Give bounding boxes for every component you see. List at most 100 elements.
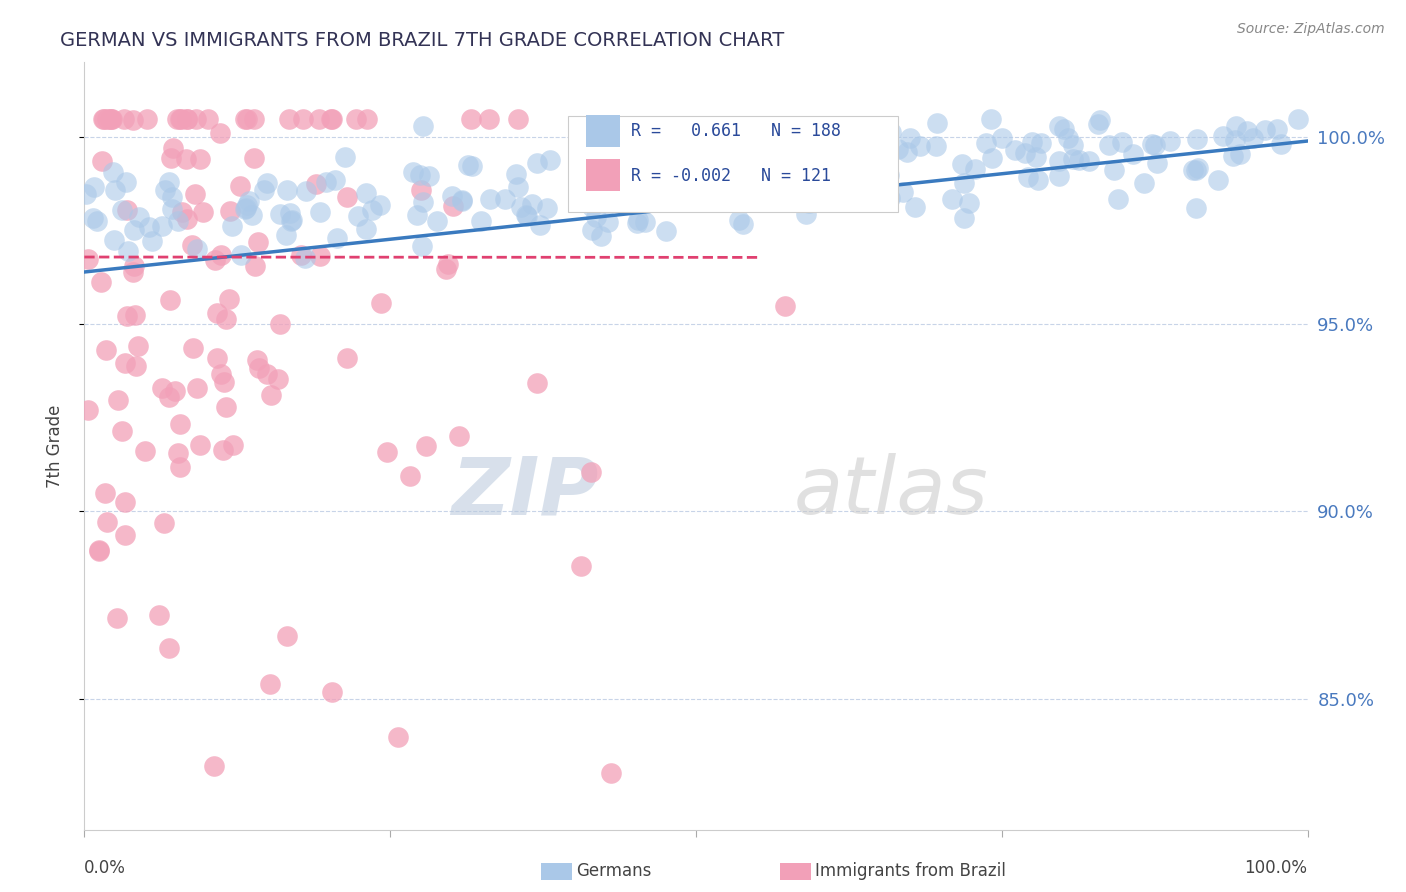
Point <box>526 376 548 390</box>
Point <box>1185 163 1208 178</box>
Point <box>91 112 114 126</box>
Text: atlas: atlas <box>794 453 988 531</box>
Point <box>100 112 122 126</box>
Point <box>321 112 343 126</box>
Point <box>1102 162 1125 177</box>
Point <box>953 176 976 190</box>
Bar <box>586 114 620 147</box>
Point <box>1017 169 1039 184</box>
Point <box>274 228 297 243</box>
Point <box>1111 135 1133 149</box>
Point <box>269 207 291 221</box>
Point <box>122 265 145 279</box>
Point <box>1056 131 1078 145</box>
Point <box>1288 112 1310 127</box>
Point <box>186 112 208 126</box>
Point <box>478 192 501 206</box>
Point <box>82 211 104 226</box>
Point <box>457 158 479 172</box>
Point <box>280 212 302 227</box>
Point <box>1223 133 1246 147</box>
Point <box>581 223 603 237</box>
Point <box>731 217 754 231</box>
Point <box>412 194 434 209</box>
Point <box>426 214 449 228</box>
Point <box>94 343 117 358</box>
Point <box>1229 147 1251 161</box>
Point <box>117 244 139 259</box>
Point <box>256 367 278 381</box>
Point <box>370 296 392 310</box>
Point <box>1067 153 1090 167</box>
Point <box>585 210 607 224</box>
Point <box>242 152 264 166</box>
Point <box>294 251 316 265</box>
Point <box>713 175 735 189</box>
Point <box>229 178 252 193</box>
Point <box>887 142 910 156</box>
Point <box>157 390 180 404</box>
Point <box>267 372 290 386</box>
Point <box>96 112 118 126</box>
Point <box>538 153 561 167</box>
Point <box>166 214 188 228</box>
Point <box>101 112 124 126</box>
Point <box>159 151 181 165</box>
Point <box>877 169 900 183</box>
Point <box>169 112 191 126</box>
Point <box>127 339 149 353</box>
Point <box>668 131 690 145</box>
Point <box>243 260 266 274</box>
Point <box>159 293 181 307</box>
Point <box>925 116 948 130</box>
Point <box>183 341 205 355</box>
Point <box>240 208 263 222</box>
Point <box>409 183 432 197</box>
Point <box>209 248 232 262</box>
Point <box>162 190 184 204</box>
Point <box>510 200 533 214</box>
Point <box>169 460 191 475</box>
Point <box>253 183 276 197</box>
Point <box>437 257 460 271</box>
Point <box>186 243 208 257</box>
Point <box>980 112 1002 126</box>
Point <box>1254 123 1277 137</box>
Point <box>879 125 901 139</box>
Point <box>243 112 266 126</box>
Point <box>219 204 242 219</box>
Point <box>451 194 474 208</box>
Point <box>141 234 163 248</box>
Point <box>478 112 501 126</box>
Point <box>215 401 238 415</box>
Y-axis label: 7th Grade: 7th Grade <box>45 404 63 488</box>
Point <box>640 189 662 203</box>
Point <box>176 112 198 126</box>
Point <box>112 112 135 126</box>
Point <box>724 159 747 173</box>
Point <box>101 165 124 179</box>
Point <box>657 159 679 173</box>
Point <box>634 215 657 229</box>
Point <box>1133 176 1156 190</box>
Point <box>451 194 474 208</box>
Point <box>308 249 330 263</box>
Point <box>115 309 138 323</box>
FancyBboxPatch shape <box>568 116 898 212</box>
Point <box>162 140 184 154</box>
Point <box>898 131 921 145</box>
Point <box>75 187 97 202</box>
Point <box>1087 117 1109 131</box>
Text: Source: ZipAtlas.com: Source: ZipAtlas.com <box>1237 22 1385 37</box>
Point <box>368 198 391 212</box>
Point <box>1185 132 1208 146</box>
Point <box>1014 145 1036 160</box>
Point <box>87 542 110 557</box>
Point <box>470 214 492 228</box>
Point <box>305 178 328 192</box>
Point <box>953 211 976 225</box>
Point <box>336 190 359 204</box>
Point <box>1047 169 1070 184</box>
Point <box>169 417 191 431</box>
Point <box>136 112 159 126</box>
